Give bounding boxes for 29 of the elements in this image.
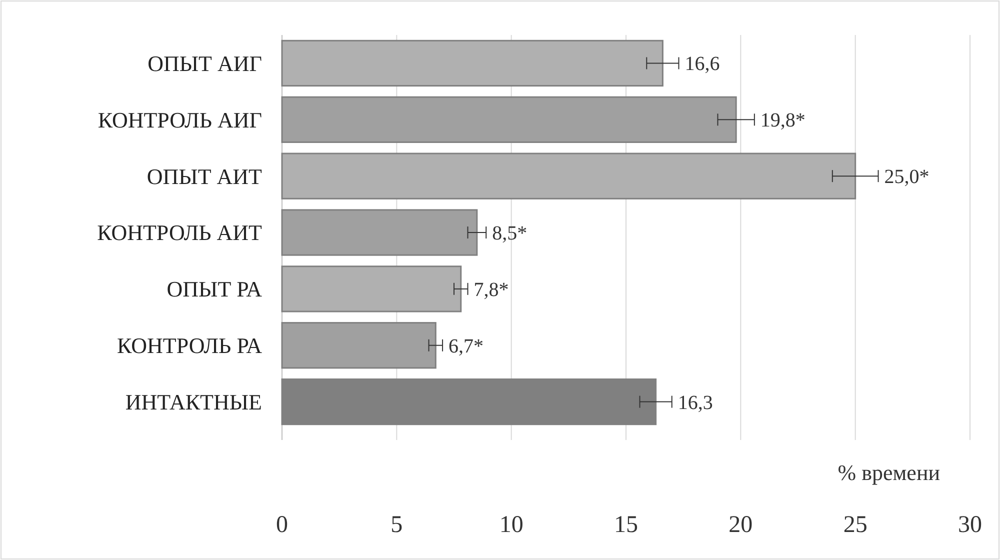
data-label: 7,8*: [474, 278, 509, 301]
bar: [281, 209, 478, 256]
y-tick-label: КОНТРОЛЬ РА: [117, 333, 262, 358]
data-label: 16,6: [684, 53, 720, 76]
data-label: 25,0*: [884, 166, 930, 188]
y-tick-label: КОНТРОЛЬ АИГ: [98, 107, 262, 132]
bar: [281, 378, 657, 426]
bar: [281, 96, 737, 143]
y-tick-label: ОПЫТ РА: [166, 276, 262, 302]
x-tick-label: 10: [499, 512, 524, 538]
y-tick-label: ИНТАКТНЫЕ: [125, 389, 262, 414]
bar: [281, 322, 436, 369]
y-tick-label: ОПЫТ АИГ: [148, 50, 262, 76]
data-label: 19,8*: [760, 110, 806, 132]
x-axis-title: % времени: [838, 460, 940, 485]
data-label: 6,7*: [448, 335, 484, 358]
data-label: 16,3: [678, 392, 713, 414]
y-tick-label: КОНТРОЛЬ АИТ: [97, 220, 263, 246]
bar: [281, 266, 462, 312]
data-label: 8,5*: [492, 222, 528, 244]
x-tick-label: 0: [276, 512, 288, 538]
x-tick-label: 15: [614, 512, 638, 538]
x-tick-label: 25: [843, 512, 868, 538]
x-tick-label: 30: [958, 512, 982, 538]
x-tick-label: 5: [390, 512, 403, 538]
y-tick-label: ОПЫТ АИТ: [146, 164, 263, 189]
x-tick-label: 20: [728, 512, 753, 538]
bar: [281, 152, 856, 200]
bar: [281, 40, 664, 87]
